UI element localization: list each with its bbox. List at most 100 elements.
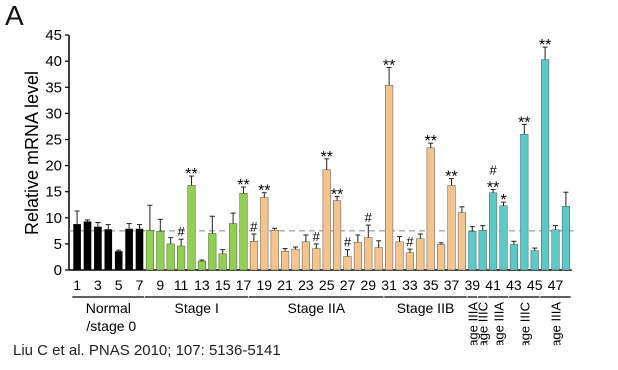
bar [530, 250, 539, 271]
axes: 0 5 10 15 20 25 30 35 40 45 [45, 27, 572, 279]
group-label: Stage IIA [288, 300, 346, 316]
significance-mark: ** [258, 183, 270, 200]
panel-label: A [5, 0, 24, 31]
bar [322, 169, 331, 271]
x-tick-label: 21 [277, 277, 293, 293]
bar [145, 230, 154, 271]
bar [353, 242, 362, 271]
bar [135, 228, 144, 270]
x-tick-label: 29 [361, 277, 377, 293]
bar [509, 244, 518, 271]
x-tick-label: 15 [215, 277, 231, 293]
significance-mark: # [406, 234, 414, 249]
x-tick-label: 9 [156, 277, 164, 293]
bar [426, 147, 435, 271]
significance-mark: # [365, 210, 373, 225]
bar [249, 241, 258, 271]
bar [94, 226, 102, 270]
group-label: Stage IIIA [549, 302, 564, 345]
significance-mark: # [250, 219, 258, 234]
x-tick-label: 35 [423, 277, 439, 293]
bar [73, 224, 81, 270]
group-labels: Normal/stage 0 Stage I Stage IIA Stage IIB S… [72, 296, 571, 345]
x-tick-label: 23 [298, 277, 314, 293]
group-label: Stage IIIC [517, 302, 532, 345]
y-tick-label: 25 [45, 132, 62, 149]
group-label: Stage IIIA [465, 302, 480, 345]
x-tick-label: 33 [402, 277, 418, 293]
group-label: Stage IIIC [476, 302, 491, 345]
bar [499, 205, 508, 271]
x-tick-label: 41 [485, 277, 501, 293]
group-label: /stage 0 [86, 318, 136, 334]
y-tick-label: 15 [45, 184, 62, 201]
x-tick-label: 27 [340, 277, 356, 293]
x-tick-label: 3 [94, 277, 102, 293]
x-tick-label: 11 [174, 277, 189, 293]
x-tick-label: 1 [73, 277, 81, 293]
bar [520, 134, 529, 271]
bar [260, 197, 269, 271]
significance-mark: ** [237, 177, 249, 194]
x-tick-label: 19 [257, 277, 273, 293]
bar [312, 248, 321, 271]
bar [229, 223, 238, 271]
bar [83, 221, 92, 270]
group-label: Normal [86, 300, 131, 316]
bar [114, 251, 123, 270]
bar [166, 243, 175, 271]
significance-annotations: #****#**#****##**#******#***** [177, 37, 551, 250]
significance-mark: # [313, 229, 321, 244]
y-tick-label: 20 [45, 158, 62, 175]
x-tick-label: 31 [381, 277, 397, 293]
significance-mark: # [344, 235, 352, 250]
bar [457, 212, 466, 271]
x-tick-label: 39 [465, 277, 481, 293]
bar [489, 192, 498, 271]
bar [187, 185, 196, 271]
bars [73, 46, 570, 271]
y-tick-label: 35 [45, 79, 62, 96]
x-tick-label: 17 [236, 277, 252, 293]
significance-mark: ** [331, 186, 343, 203]
significance-mark: ** [185, 166, 197, 183]
bar [156, 231, 165, 271]
significance-mark: * [500, 192, 506, 209]
significance-mark: # [177, 224, 185, 239]
y-tick-label: 5 [54, 236, 62, 253]
bar [416, 238, 425, 271]
bar [395, 241, 404, 271]
bar [541, 59, 550, 271]
bar [208, 233, 217, 271]
x-tick-label: 7 [136, 277, 144, 293]
x-tick-label: 47 [548, 277, 564, 293]
bar [437, 244, 446, 271]
significance-mark: ** [383, 57, 395, 74]
significance-mark: ** [445, 169, 457, 186]
x-tick-label: 5 [115, 277, 123, 293]
bar [197, 260, 206, 271]
x-tick-label: 45 [527, 277, 543, 293]
bar [270, 230, 279, 271]
y-tick-label: 40 [45, 53, 62, 70]
y-axis-label: Relative mRNA level [22, 71, 42, 235]
significance-mark: ** [487, 180, 499, 197]
bar [218, 253, 227, 271]
bar [374, 247, 383, 271]
bar [343, 256, 352, 271]
x-tick-labels: 1 3 5 7 9 11 13 15 17 19 21 23 25 27 29 31 33 35 37 39 41 43 4… [73, 277, 563, 293]
x-tick-label: 13 [194, 277, 210, 293]
bar [333, 200, 342, 271]
bar [364, 237, 373, 271]
significance-mark: ** [424, 133, 436, 150]
significance-mark: ** [518, 114, 530, 131]
bar [291, 248, 300, 271]
bar [468, 231, 477, 271]
bar [177, 245, 186, 271]
bar [104, 229, 113, 270]
y-tick-label: 10 [45, 210, 62, 227]
group-label: Stage I [175, 300, 219, 316]
citation-text: Liu C et al. PNAS 2010; 107: 5136-5141 [13, 342, 281, 359]
bar [301, 241, 310, 271]
